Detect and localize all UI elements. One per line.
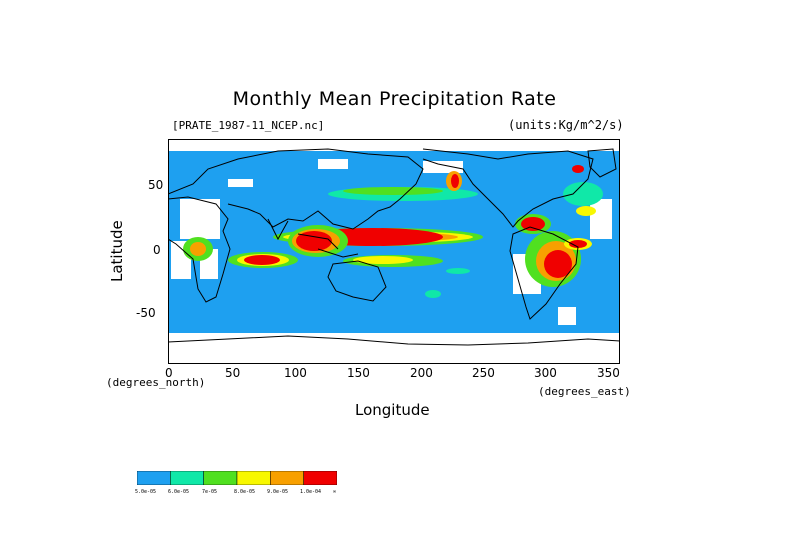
x-tick-300: 300 — [534, 366, 557, 380]
legend-label-3: 7e-05 — [202, 489, 218, 495]
x-tick-200: 200 — [410, 366, 433, 380]
dataset-filename: [PRATE_1987-11_NCEP.nc] — [172, 119, 325, 132]
legend-swatch-1 — [137, 471, 171, 485]
legend-label-6: 1.0e-04 — [300, 489, 322, 495]
coastlines — [168, 148, 620, 346]
map-title: Monthly Mean Precipitation Rate — [232, 88, 557, 110]
legend-label-1: 5.0e-05 — [135, 489, 157, 495]
legend-label-4: 8.0e-05 — [234, 489, 256, 495]
units-label: (units:Kg/m^2/s) — [508, 118, 624, 132]
x-tick-50: 50 — [225, 366, 241, 380]
legend-swatch-5 — [270, 471, 304, 485]
y-tick-0: 0 — [153, 243, 161, 257]
precipitation-bands — [183, 165, 603, 298]
legend-swatch-3 — [203, 471, 238, 485]
x-axis-unit: (degrees_east) — [538, 385, 631, 398]
legend-swatch-4 — [236, 471, 271, 485]
y-axis-label: Latitude — [108, 220, 126, 282]
x-axis-label: Longitude — [355, 401, 430, 419]
x-tick-350: 350 — [597, 366, 620, 380]
x-tick-100: 100 — [284, 366, 307, 380]
legend-label-7: ∞ — [333, 489, 337, 495]
y-tick-50: 50 — [148, 178, 164, 192]
legend-label-5: 9.0e-05 — [267, 489, 289, 495]
x-tick-150: 150 — [347, 366, 370, 380]
precipitation-map — [168, 139, 620, 364]
map-frame — [168, 139, 620, 364]
legend-swatch-6 — [303, 471, 337, 485]
x-tick-250: 250 — [472, 366, 495, 380]
legend-label-2: 6.0e-05 — [168, 489, 190, 495]
y-axis-unit: (degrees_north) — [106, 376, 206, 389]
legend-swatch-2 — [170, 471, 204, 485]
color-legend — [137, 471, 337, 485]
no-data-regions — [168, 139, 620, 364]
y-tick-minus50: -50 — [136, 306, 156, 320]
x-tick-0: 0 — [165, 366, 173, 380]
